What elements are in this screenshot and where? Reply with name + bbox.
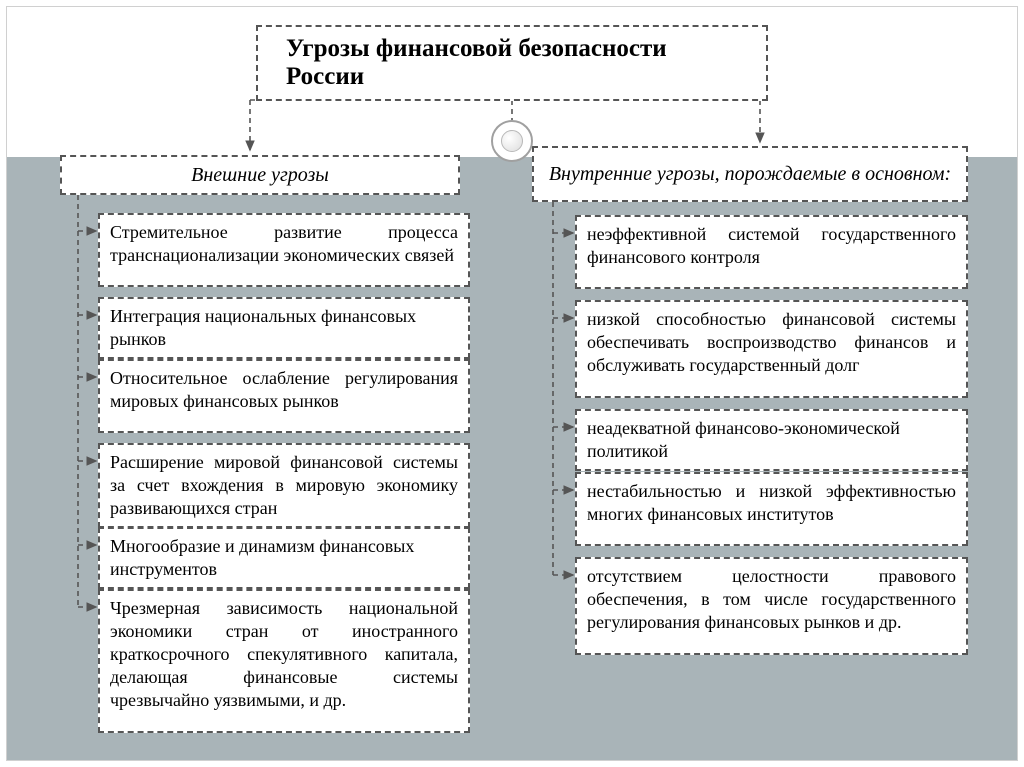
category-header-external: Внешние угрозы <box>60 155 460 195</box>
category-label-internal: Внутренние угрозы, порождаемые в основно… <box>549 163 951 186</box>
category-label-external: Внешние угрозы <box>191 164 329 187</box>
internal-item: низкой способностью финансовой системы о… <box>575 300 968 398</box>
internal-item: нестабильностью и низкой эффективностью … <box>575 472 968 546</box>
external-item: Относительное ослабление регулирования м… <box>98 359 470 433</box>
main-title-box: Угрозы финансовой безопасности России <box>256 25 768 101</box>
internal-item: неадекватной финансово-экономической пол… <box>575 409 968 471</box>
external-item: Многообразие и динамизм финансовых инстр… <box>98 527 470 589</box>
main-title: Угрозы финансовой безопасности России <box>286 35 667 90</box>
internal-item: отсутствием целостности правового обеспе… <box>575 557 968 655</box>
internal-item: неэффективной системой государственного … <box>575 215 968 289</box>
external-item: Интеграция национальных финансовых рынко… <box>98 297 470 359</box>
external-item: Расширение мировой финансовой системы за… <box>98 443 470 528</box>
external-item: Стремительное развитие процесса транснац… <box>98 213 470 287</box>
junction-node-icon <box>491 120 533 162</box>
category-header-internal: Внутренние угрозы, порождаемые в основно… <box>532 146 968 202</box>
external-item: Чрезмерная зависимость национальной экон… <box>98 589 470 733</box>
